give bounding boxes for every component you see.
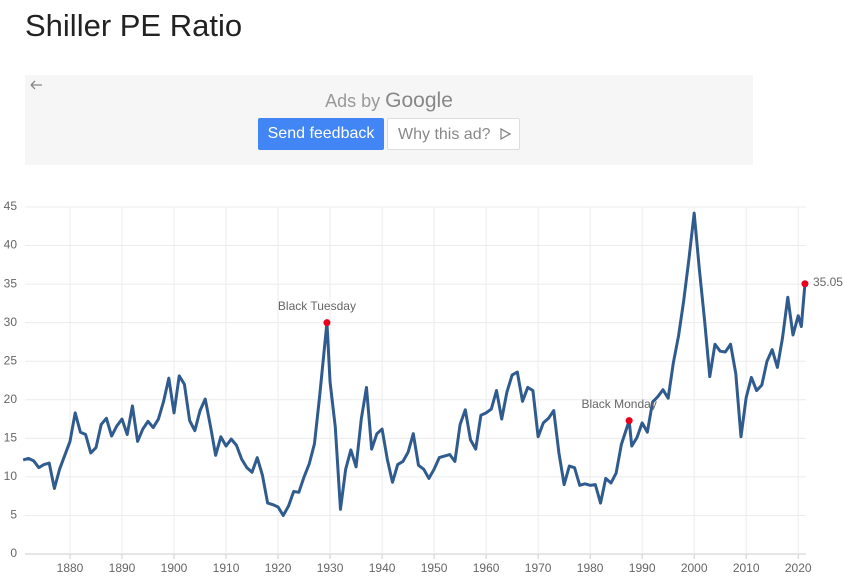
x-tick-label: 2020 <box>785 561 812 575</box>
x-tick-label: 1920 <box>265 561 292 575</box>
y-tick-label: 25 <box>4 353 18 367</box>
back-arrow[interactable] <box>30 79 44 91</box>
y-tick-label: 40 <box>4 238 18 252</box>
annotation-marker <box>323 319 331 327</box>
x-tick-label: 1880 <box>57 561 84 575</box>
x-tick-label: 1930 <box>317 561 344 575</box>
annotation-label: Black Tuesday <box>278 299 356 313</box>
x-tick-label: 1940 <box>369 561 396 575</box>
ad-panel: Ads by Google Send feedback Why this ad? <box>25 75 753 165</box>
x-tick-label: 1990 <box>629 561 656 575</box>
x-tick-label: 1950 <box>421 561 448 575</box>
line <box>22 211 807 517</box>
x-tick-label: 1960 <box>473 561 500 575</box>
y-tick-label: 30 <box>4 315 18 329</box>
ads-by: Ads by Google <box>25 89 753 113</box>
y-tick-label: 0 <box>10 546 17 560</box>
page-title: Shiller PE Ratio <box>25 8 243 43</box>
button-label: Send feedback <box>267 125 375 142</box>
y-tick-label: 15 <box>4 431 18 445</box>
button-label: Why this ad? <box>398 126 491 143</box>
why-this-ad-button[interactable]: Why this ad? <box>387 118 520 150</box>
y-tick-label: 10 <box>4 469 18 483</box>
x-tick-label: 1900 <box>161 561 188 575</box>
y-tick-label: 20 <box>4 392 18 406</box>
x-tick-label: 1890 <box>109 561 136 575</box>
x-tick-label: 2000 <box>681 561 708 575</box>
y-tick-label: 35 <box>4 276 18 290</box>
annotation-label: 35.05 <box>813 275 843 289</box>
x-tick-label: 1980 <box>577 561 604 575</box>
chart: 0 5 10 15 20 25 30 35 40 45 1880 1890 1900 1910 1920 19… <box>4 199 844 575</box>
y-tick-label: 5 <box>10 508 17 522</box>
annotation-marker <box>625 417 633 425</box>
send-feedback-button[interactable]: Send feedback <box>258 118 384 150</box>
play-icon <box>500 127 512 141</box>
x-tick-label: 1910 <box>213 561 240 575</box>
annotation-label: Black Monday <box>581 397 656 411</box>
y-tick-label: 45 <box>4 199 18 213</box>
ads-by-text: Ads by <box>325 91 381 111</box>
annotation-marker <box>801 280 809 288</box>
x-tick-label: 2010 <box>733 561 760 575</box>
ads-brand: Google <box>385 89 453 112</box>
x-tick-label: 1970 <box>525 561 552 575</box>
